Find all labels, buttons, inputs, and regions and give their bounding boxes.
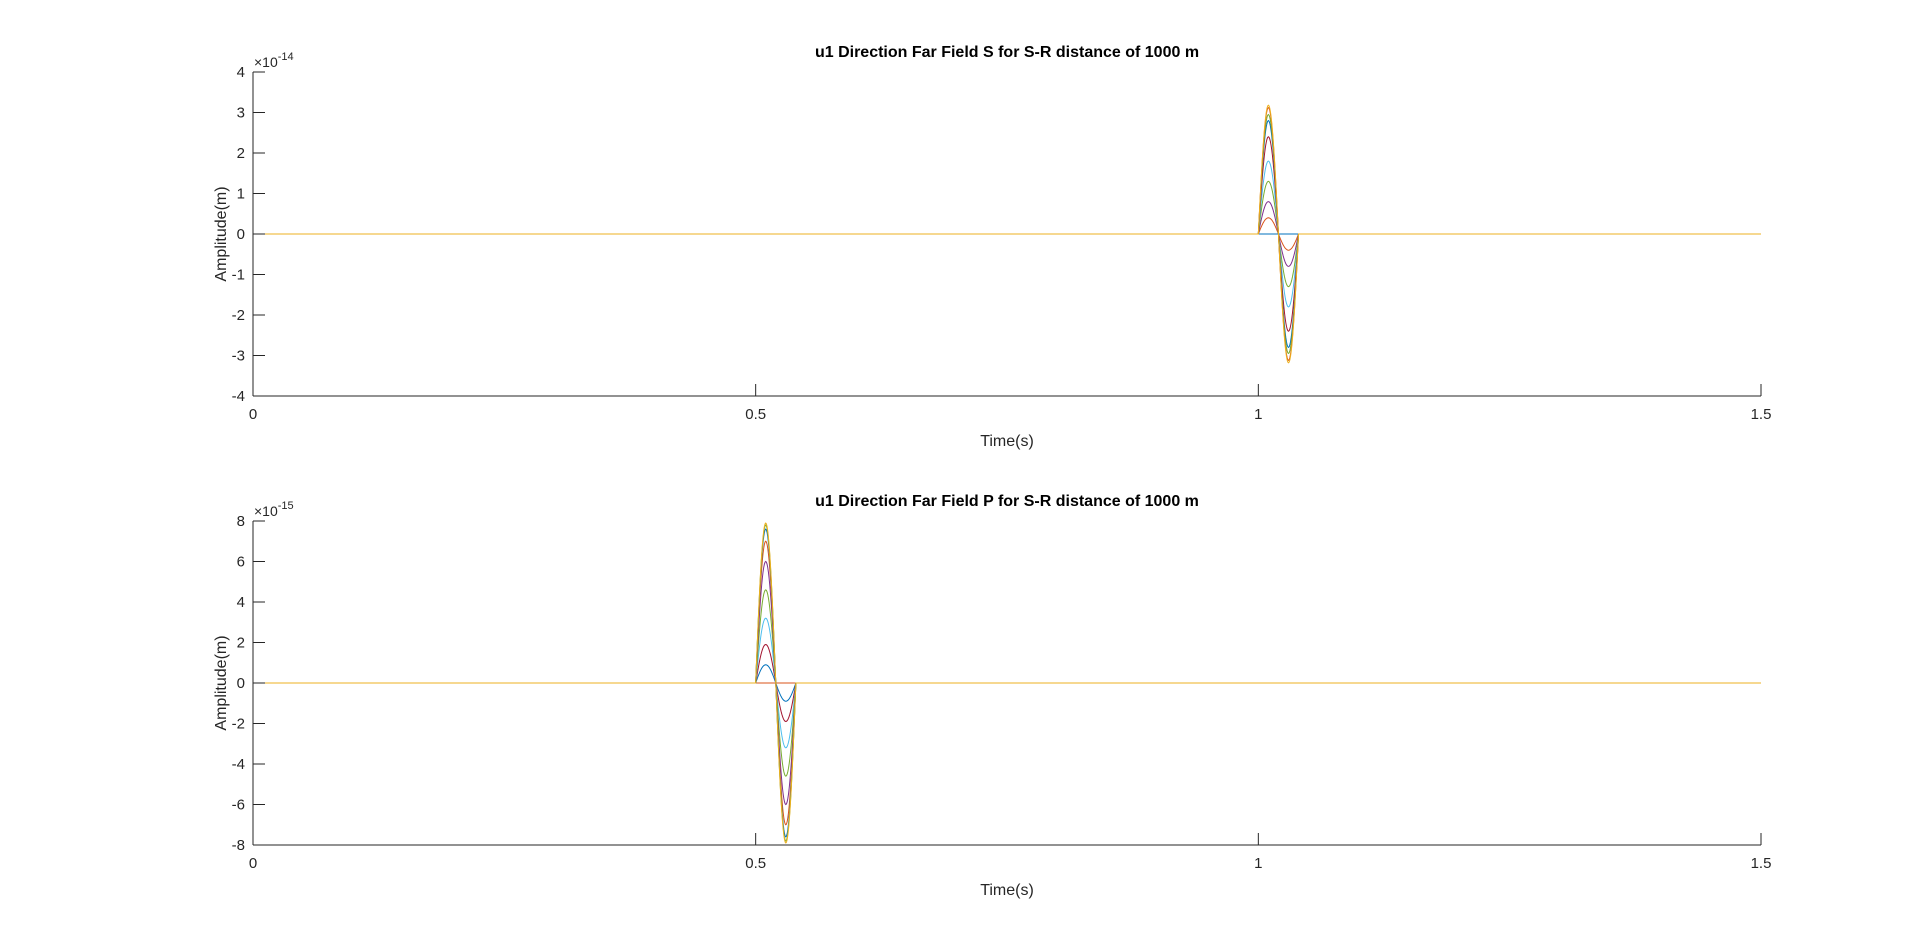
y-tick-label: -6: [232, 797, 245, 814]
x-axis-label: Time(s): [980, 882, 1034, 899]
y-tick-label: -4: [232, 388, 245, 405]
y-tick-label: -2: [232, 307, 245, 324]
x-tick-label: 0: [249, 855, 257, 872]
y-tick-label: 4: [237, 64, 245, 81]
chart-title: u1 Direction Far Field S for S-R distanc…: [815, 44, 1199, 61]
y-tick-label: -3: [232, 348, 245, 365]
tick-group: 0 0.5 1 1.5 4 3 2 1 0 -1 -2 -3 -4: [232, 64, 1772, 423]
x-tick-label: 0.5: [745, 406, 766, 423]
y-tick-label: 2: [237, 635, 245, 652]
y-tick-label: 6: [237, 554, 245, 571]
y-tick-label: 0: [237, 226, 245, 243]
y-exponent-power: -15: [278, 500, 294, 512]
y-axis-label: Amplitude(m): [213, 635, 230, 730]
y-exponent-power: -14: [278, 51, 294, 63]
y-tick-label: -4: [232, 756, 245, 773]
series-line: [253, 522, 1761, 844]
subplot-p-wave: 0 0.5 1 1.5 8 6 4 2 0 -2 -4 -6 -8 u1 Direction Far F…: [213, 493, 1771, 899]
y-exponent-base: ×10: [254, 503, 278, 519]
y-tick-label: 3: [237, 105, 245, 122]
subplot-s-wave: 0 0.5 1 1.5 4 3 2 1 0 -1 -2 -3 -4 u1 Direction Far F…: [213, 44, 1771, 450]
x-tick-label: 1.5: [1751, 406, 1772, 423]
y-exponent-label: ×10-15: [254, 500, 294, 519]
y-exponent-base: ×10: [254, 54, 278, 70]
y-tick-label: -1: [232, 267, 245, 284]
x-tick-label: 0: [249, 406, 257, 423]
y-axis-label: Amplitude(m): [213, 186, 230, 281]
tick-group: 0 0.5 1 1.5 8 6 4 2 0 -2 -4 -6 -8: [232, 513, 1772, 872]
x-tick-label: 1: [1254, 406, 1262, 423]
x-tick-label: 1.5: [1751, 855, 1772, 872]
y-exponent-label: ×10-14: [254, 51, 294, 70]
y-tick-label: 2: [237, 145, 245, 162]
series-line: [253, 104, 1761, 364]
y-tick-label: -8: [232, 837, 245, 854]
x-tick-label: 1: [1254, 855, 1262, 872]
y-tick-label: 4: [237, 594, 245, 611]
y-tick-label: 1: [237, 186, 245, 203]
y-tick-label: -2: [232, 716, 245, 733]
y-tick-label: 0: [237, 675, 245, 692]
series-group: [253, 522, 1761, 844]
chart-title: u1 Direction Far Field P for S-R distanc…: [815, 493, 1199, 510]
y-tick-label: 8: [237, 513, 245, 530]
x-axis-label: Time(s): [980, 433, 1034, 450]
series-group: [253, 104, 1761, 364]
x-tick-label: 0.5: [745, 855, 766, 872]
